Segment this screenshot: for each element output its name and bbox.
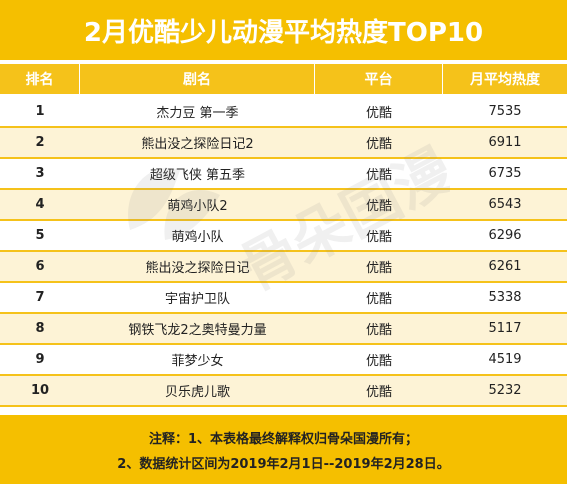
platform-cell: 优酷 bbox=[365, 199, 392, 214]
title-cell: 萌鸡小队2 bbox=[167, 199, 228, 214]
platform-cell: 优酷 bbox=[365, 230, 392, 245]
rank-cell: 4 bbox=[35, 197, 45, 212]
heat-cell: 7535 bbox=[488, 104, 522, 119]
platform-cell: 优酷 bbox=[365, 323, 392, 338]
title-cell: 菲梦少女 bbox=[171, 354, 224, 369]
platform-cell: 优酷 bbox=[365, 261, 392, 276]
table-row: 2 熊出没之探险日记2 优酷 6911 bbox=[0, 128, 567, 159]
heat-cell: 5117 bbox=[488, 321, 522, 336]
title-cell: 贝乐虎儿歌 bbox=[164, 385, 230, 400]
column-header-platform: 平台 bbox=[315, 64, 443, 94]
title-cell: 萌鸡小队 bbox=[171, 230, 224, 245]
heat-cell: 6543 bbox=[488, 197, 522, 212]
column-header-heat: 月平均热度 bbox=[470, 72, 540, 88]
table-footnote: 注释：1、本表格最终解释权归骨朵国漫所有； 2、数据统计区间为2019年2月1日… bbox=[0, 415, 567, 484]
table-row: 1 杰力豆 第一季 优酷 7535 bbox=[0, 97, 567, 128]
heat-cell: 4519 bbox=[488, 352, 522, 367]
platform-cell: 优酷 bbox=[365, 354, 392, 369]
title-cell: 杰力豆 第一季 bbox=[156, 106, 239, 121]
title-cell: 宇宙护卫队 bbox=[164, 292, 230, 307]
table-row: 7 宇宙护卫队 优酷 5338 bbox=[0, 283, 567, 314]
platform-cell: 优酷 bbox=[365, 292, 392, 307]
table-title: 2月优酷少儿动漫平均热度TOP10 bbox=[0, 0, 567, 60]
rank-cell: 2 bbox=[35, 135, 45, 150]
title-cell: 钢铁飞龙2之奥特曼力量 bbox=[128, 323, 267, 338]
rank-cell: 1 bbox=[35, 104, 45, 119]
title-cell: 超级飞侠 第五季 bbox=[149, 168, 246, 183]
footnote-line-2: 2、数据统计区间为2019年2月1日--2019年2月28日。 bbox=[117, 456, 450, 472]
heat-cell: 6911 bbox=[488, 135, 522, 150]
title-cell: 熊出没之探险日记2 bbox=[141, 137, 254, 152]
rank-cell: 5 bbox=[35, 228, 45, 243]
table-row: 3 超级飞侠 第五季 优酷 6735 bbox=[0, 159, 567, 190]
rank-cell: 7 bbox=[35, 290, 45, 305]
table-row: 5 萌鸡小队 优酷 6296 bbox=[0, 221, 567, 252]
platform-cell: 优酷 bbox=[365, 106, 392, 121]
footnote-line-1: 注释：1、本表格最终解释权归骨朵国漫所有； bbox=[148, 431, 419, 447]
title-cell: 熊出没之探险日记 bbox=[145, 261, 250, 276]
heat-cell: 6296 bbox=[488, 228, 522, 243]
platform-cell: 优酷 bbox=[365, 168, 392, 183]
table-row: 10 贝乐虎儿歌 优酷 5232 bbox=[0, 376, 567, 407]
heat-cell: 5232 bbox=[488, 383, 522, 398]
heat-cell: 5338 bbox=[488, 290, 522, 305]
table-row: 6 熊出没之探险日记 优酷 6261 bbox=[0, 252, 567, 283]
rank-cell: 6 bbox=[35, 259, 45, 274]
heat-cell: 6735 bbox=[488, 166, 522, 181]
platform-cell: 优酷 bbox=[365, 137, 392, 152]
column-header-name: 剧名 bbox=[80, 64, 315, 94]
rank-cell: 3 bbox=[35, 166, 45, 181]
table-header: 排名 剧名 平台 月平均热度 bbox=[0, 64, 567, 94]
rank-cell: 8 bbox=[35, 321, 45, 336]
rank-cell: 10 bbox=[30, 383, 50, 398]
table-body: 1 杰力豆 第一季 优酷 7535 2 熊出没之探险日记2 优酷 6911 3 … bbox=[0, 97, 567, 407]
table-row: 8 钢铁飞龙2之奥特曼力量 优酷 5117 bbox=[0, 314, 567, 345]
table-row: 9 菲梦少女 优酷 4519 bbox=[0, 345, 567, 376]
column-header-rank: 排名 bbox=[0, 64, 80, 94]
platform-cell: 优酷 bbox=[365, 385, 392, 400]
rank-cell: 9 bbox=[35, 352, 45, 367]
heat-cell: 6261 bbox=[488, 259, 522, 274]
table-row: 4 萌鸡小队2 优酷 6543 bbox=[0, 190, 567, 221]
